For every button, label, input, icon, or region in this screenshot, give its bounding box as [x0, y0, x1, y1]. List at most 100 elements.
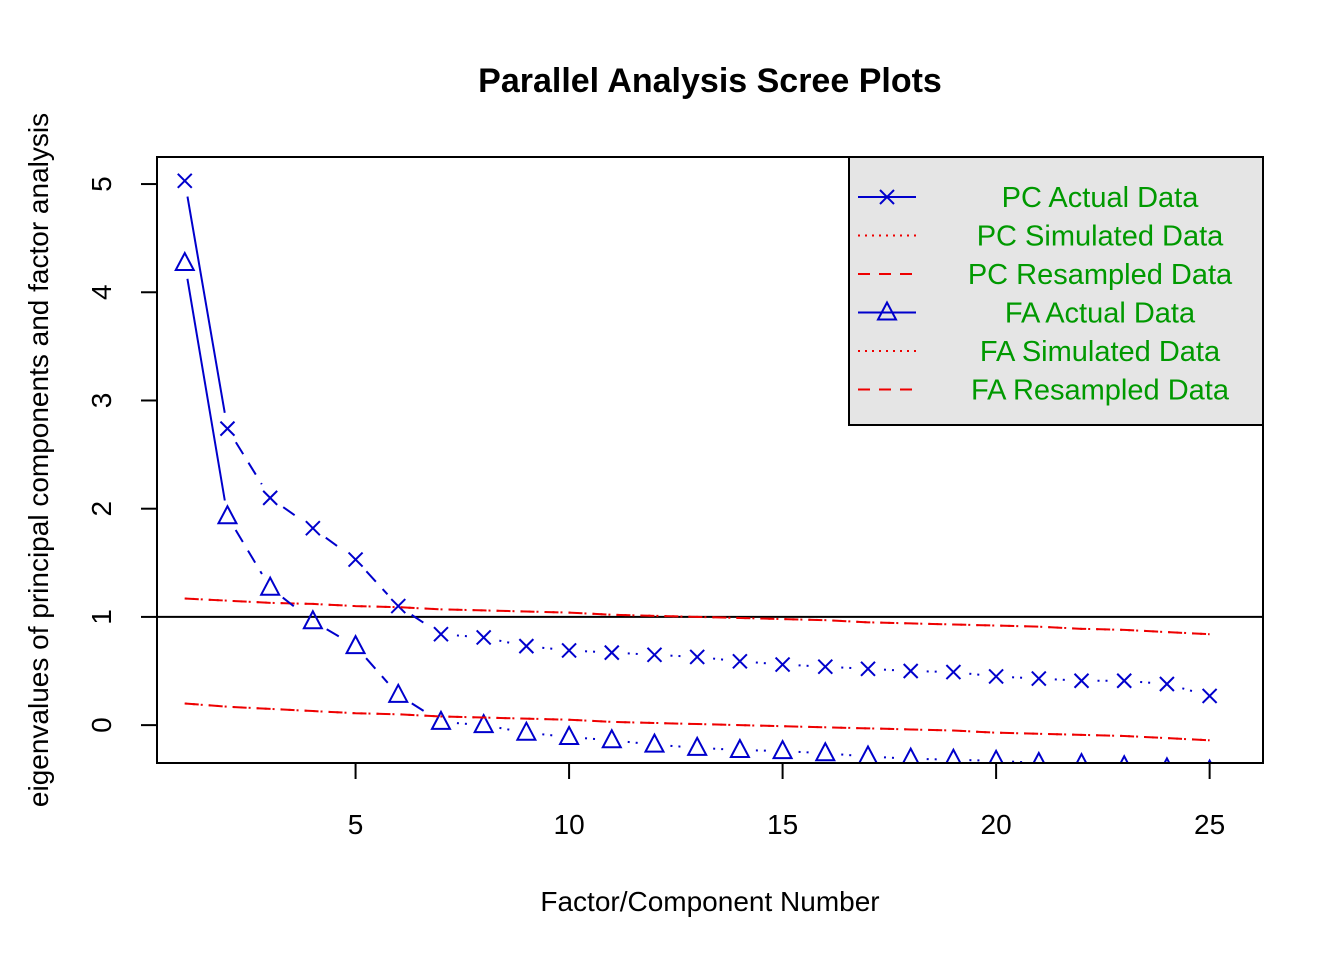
x-marker-stroke [860, 661, 876, 677]
series-0 [177, 173, 1218, 704]
data-point [174, 250, 196, 272]
data-point [774, 656, 791, 673]
x-marker-stroke [390, 598, 406, 614]
data-point [1116, 673, 1132, 689]
series-segment [282, 506, 301, 520]
legend-label: PC Resampled Data [968, 259, 1233, 291]
y-tick-label: 1 [86, 609, 117, 625]
series-segment [755, 661, 767, 665]
series-segment [365, 570, 389, 595]
x-marker-stroke [817, 658, 834, 675]
x-marker-stroke [689, 649, 705, 665]
x-marker-stroke [646, 647, 663, 663]
legend-entry: FA Resampled Data [858, 375, 1230, 407]
series-segment [411, 702, 428, 715]
legend: PC Actual Data PC Simulated Data PC Resamp… [848, 156, 1264, 426]
series-segment [499, 726, 511, 731]
series-segment [1097, 765, 1108, 766]
series-line [184, 597, 1210, 636]
series-segment [883, 668, 895, 672]
legend-swatch-marker [879, 189, 895, 205]
x-axis-label: Factor/Component Number [540, 886, 879, 917]
x-marker-stroke [1031, 670, 1047, 687]
series-3 [174, 250, 1213, 766]
series-segment [798, 750, 810, 754]
data-point [344, 633, 367, 655]
data-point [945, 664, 962, 680]
legend-entry: PC Resampled Data [858, 259, 1233, 291]
data-point [902, 663, 919, 679]
legend-label: FA Simulated Data [980, 336, 1221, 368]
data-point [515, 720, 538, 741]
x-marker-stroke [1201, 688, 1218, 704]
y-tick-label: 0 [86, 717, 117, 733]
x-marker-stroke [219, 420, 236, 437]
data-point [945, 747, 962, 763]
data-point [1073, 673, 1090, 689]
data-point [1032, 750, 1046, 763]
data-point [646, 647, 663, 663]
x-tick-label: 5 [348, 809, 364, 840]
data-point [858, 744, 878, 763]
data-point [1201, 688, 1218, 704]
series-segment [798, 664, 810, 667]
data-point [216, 504, 239, 525]
data-point [988, 748, 1004, 763]
series-segment [1012, 676, 1023, 679]
data-point [219, 420, 236, 437]
series-layer [157, 173, 1263, 766]
data-point [817, 658, 834, 675]
data-point [689, 649, 705, 665]
data-point [732, 653, 748, 669]
series-segment [499, 639, 511, 644]
data-point [1119, 754, 1129, 763]
series-segment [713, 657, 725, 661]
plot-frame [156, 156, 1264, 764]
x-marker-stroke [732, 653, 748, 669]
data-point [177, 173, 193, 189]
x-marker-stroke [774, 656, 791, 673]
legend-entry: PC Actual Data [858, 182, 1199, 214]
x-marker-stroke [262, 490, 278, 506]
legend-swatch-marker [876, 300, 898, 321]
series-segment [670, 654, 682, 658]
data-point [262, 490, 278, 506]
data-point [387, 682, 409, 703]
series-segment [841, 666, 853, 670]
series-segment [186, 278, 226, 501]
x-marker-stroke [902, 663, 919, 679]
series-2 [184, 597, 1210, 636]
data-point [601, 728, 623, 749]
x-marker-stroke [1159, 676, 1175, 692]
data-point [561, 642, 577, 659]
legend-entry: FA Actual Data [858, 298, 1196, 330]
x-marker-stroke [988, 668, 1004, 685]
y-tick-label: 3 [86, 393, 117, 409]
series-segment [883, 756, 895, 759]
series-segment [542, 646, 554, 650]
y-tick-label: 4 [86, 284, 117, 300]
chart-title: Parallel Analysis Scree Plots [478, 62, 942, 100]
data-point [390, 598, 406, 614]
series-segment [627, 652, 639, 655]
data-point [259, 575, 281, 596]
x-marker-stroke [604, 644, 620, 661]
x-marker-stroke [305, 520, 321, 536]
series-segment [456, 722, 468, 725]
x-tick-label: 10 [554, 809, 585, 840]
series-segment [713, 747, 724, 751]
legend-label: PC Actual Data [1002, 182, 1200, 214]
x-marker-stroke [177, 173, 193, 189]
series-segment [841, 753, 853, 757]
legend-entry: FA Simulated Data [858, 336, 1221, 368]
series-segment [411, 614, 429, 627]
x-tick-label: 15 [767, 809, 798, 840]
legend-box [848, 156, 1264, 426]
series-segment [325, 536, 344, 551]
legend-label: FA Resampled Data [971, 375, 1230, 407]
series-5 [184, 702, 1210, 742]
x-marker-stroke [945, 664, 962, 680]
data-point [430, 709, 452, 730]
data-point [988, 668, 1004, 685]
